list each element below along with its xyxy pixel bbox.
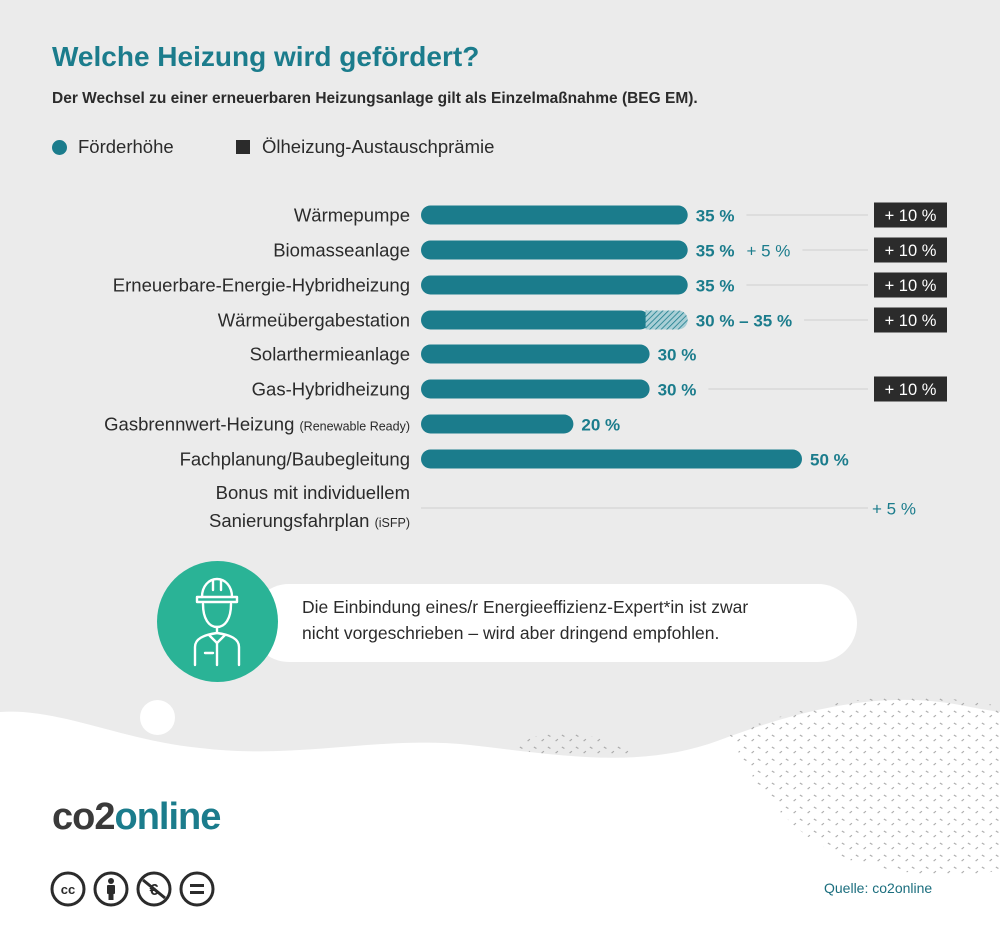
category-label: Wärmeübergabestation xyxy=(218,310,410,331)
category-label: Solarthermieanlage xyxy=(250,344,410,365)
co2online-logo: co2online xyxy=(52,796,221,839)
legend-label: Förderhöhe xyxy=(78,136,174,157)
bar-range xyxy=(645,310,688,330)
callout-line: nicht vorgeschrieben – wird aber dringen… xyxy=(302,623,720,643)
legend-label: Ölheizung-Austauschprämie xyxy=(262,136,495,157)
value-label: 50 % xyxy=(810,451,849,470)
badge-label: + 10 % xyxy=(885,381,937,399)
source-label: Quelle: co2online xyxy=(824,880,933,896)
logo-part: co2 xyxy=(52,796,115,838)
bar xyxy=(421,240,688,260)
value-label: 35 % xyxy=(696,277,735,296)
bar xyxy=(421,310,650,330)
legend-circle-icon xyxy=(52,139,67,155)
svg-text:cc: cc xyxy=(61,882,75,897)
extra-label: + 5 % xyxy=(746,242,790,261)
badge xyxy=(874,202,947,228)
badge-label: + 10 % xyxy=(885,312,937,330)
badge xyxy=(874,237,947,263)
noncommercial-icon: € xyxy=(136,871,172,907)
value-label: 20 % xyxy=(581,416,620,435)
bar-chart: Wärmepumpe 35 % + 10 % Biomasseanlage 35 % + … xyxy=(104,202,947,531)
bar xyxy=(421,449,802,469)
callout-text: Die Einbindung eines/r Energieeffizienz-… xyxy=(302,594,842,646)
chart-subtitle: Der Wechsel zu einer erneuerbaren Heizun… xyxy=(52,90,698,107)
callout-box xyxy=(250,584,857,662)
legend-item-foerderhoehe: Förderhöhe xyxy=(52,136,174,158)
decorative-bubble xyxy=(140,700,175,735)
value-label: 35 % xyxy=(696,242,735,261)
cc-icon: cc xyxy=(50,871,86,907)
bar xyxy=(421,379,650,399)
legend-square-icon xyxy=(236,140,250,154)
category-label: Erneuerbare-Energie-Hybridheizung xyxy=(113,275,410,296)
category-label: Wärmepumpe xyxy=(294,205,410,226)
license-icons: cc € xyxy=(50,871,215,907)
value-label: 30 % xyxy=(658,381,697,400)
badge-label: + 10 % xyxy=(885,242,937,260)
badge xyxy=(874,376,947,402)
value-label: 30 % xyxy=(658,346,697,365)
logo-part: online xyxy=(114,796,221,838)
value-label: 35 % xyxy=(696,207,735,226)
construction-worker-icon xyxy=(157,561,278,682)
value-label: 30 % – 35 % xyxy=(696,312,792,331)
legend-item-austauschpraemie: Ölheizung-Austauschprämie xyxy=(236,136,494,158)
badge xyxy=(874,272,947,298)
bar xyxy=(421,414,574,434)
bonus-label: + 5 % xyxy=(872,500,916,519)
chart-title: Welche Heizung wird gefördert? xyxy=(52,41,480,72)
badge-label: + 10 % xyxy=(885,277,937,295)
category-label: Sanierungsfahrplan (iSFP) xyxy=(209,510,410,531)
category-label: Gas-Hybridheizung xyxy=(252,379,410,400)
bar xyxy=(421,275,688,295)
bar xyxy=(421,344,650,364)
category-label: Biomasseanlage xyxy=(273,240,410,261)
by-attribution-icon xyxy=(93,871,129,907)
badge xyxy=(874,307,947,333)
category-label: Gasbrennwert-Heizung (Renewable Ready) xyxy=(104,414,410,435)
no-derivatives-icon xyxy=(179,871,215,907)
callout-line: Die Einbindung eines/r Energieeffizienz-… xyxy=(302,597,749,617)
category-label: Bonus mit individuellem xyxy=(216,482,410,503)
category-label: Fachplanung/Baubegleitung xyxy=(180,449,410,470)
bar xyxy=(421,205,688,225)
badge-label: + 10 % xyxy=(885,207,937,225)
